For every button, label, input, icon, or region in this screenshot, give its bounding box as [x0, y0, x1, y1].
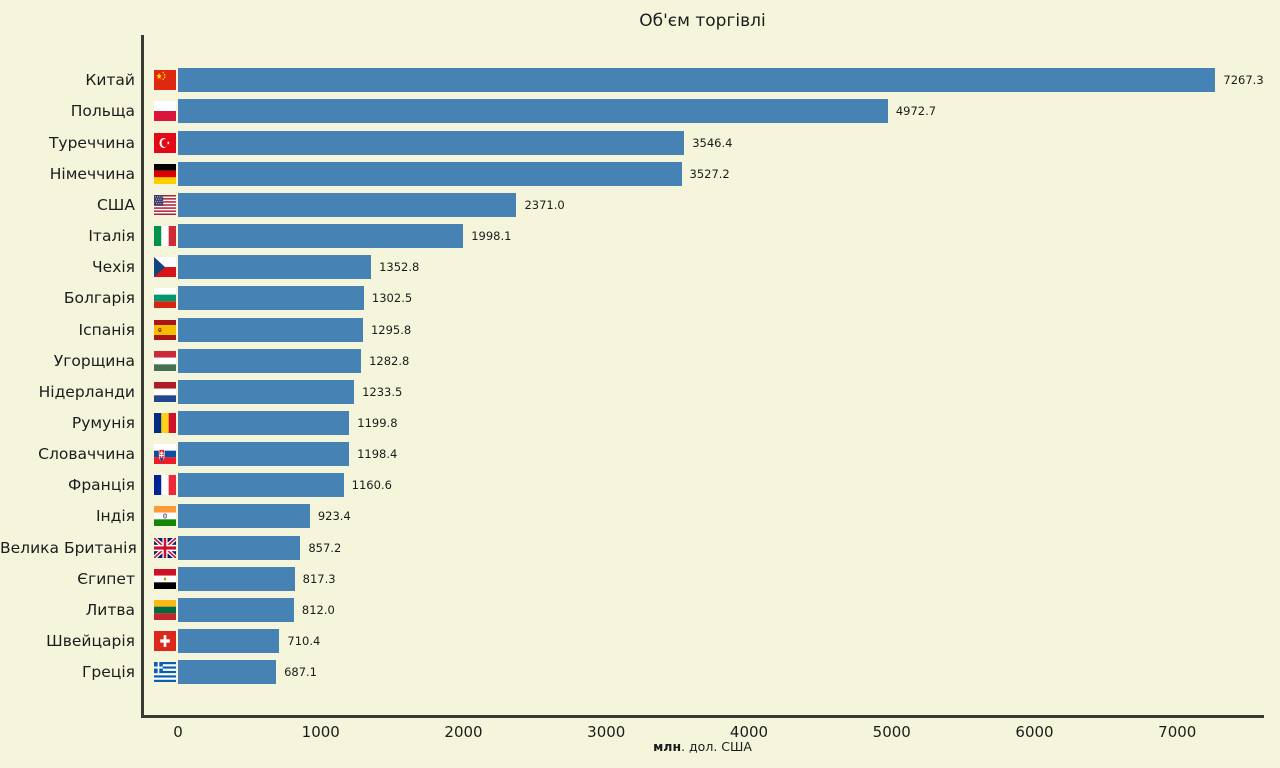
bar [178, 629, 280, 653]
category-label: Індія [95, 507, 135, 526]
flag-icon-sk [154, 444, 176, 465]
category-label: Італія [88, 227, 135, 246]
flag-icon-hu [154, 350, 176, 371]
category-label: Іспанія [78, 320, 136, 339]
category-label: Нідерланди [38, 382, 135, 401]
bar [178, 348, 362, 373]
category-label: Німеччина [49, 164, 135, 183]
flag-icon-es [154, 319, 176, 340]
category-label: Туреччина [48, 133, 135, 152]
flag-icon-lt [154, 599, 176, 620]
flag-icon-fr [154, 475, 176, 496]
x-axis-label-unit: млн [653, 739, 682, 754]
value-label: 1302.5 [371, 291, 413, 306]
value-label: 1160.6 [351, 478, 392, 493]
flag-icon-nl [154, 381, 176, 402]
bar [178, 224, 464, 249]
value-label: 817.3 [302, 571, 336, 586]
x-tick-label: 1000 [301, 723, 340, 741]
bar [178, 130, 685, 155]
category-label: Чехія [92, 258, 135, 277]
bar [178, 379, 355, 404]
bar [178, 99, 888, 124]
category-label: Китай [85, 71, 135, 90]
x-tick-label: 2000 [444, 723, 483, 741]
x-tick-label: 0 [173, 723, 183, 741]
value-label: 687.1 [284, 665, 318, 680]
bar [178, 255, 372, 280]
flag-icon-eg [154, 568, 176, 589]
x-axis-spine [141, 715, 1264, 718]
value-label: 2371.0 [524, 197, 565, 212]
category-label: Греція [81, 663, 135, 682]
bar [178, 660, 277, 685]
flag-icon-gb [154, 537, 176, 558]
value-label: 1998.1 [471, 229, 512, 244]
bar [178, 504, 310, 529]
flag-icon-de [154, 163, 176, 184]
value-label: 1198.4 [357, 447, 398, 462]
y-axis-spine [141, 35, 144, 718]
value-label: 812.0 [301, 602, 335, 617]
x-tick-label: 7000 [1158, 723, 1197, 741]
x-tick-label: 3000 [587, 723, 626, 741]
bar [178, 317, 363, 342]
flag-icon-ro [154, 412, 176, 433]
category-label: Литва [85, 600, 135, 619]
bar [178, 597, 294, 622]
bar [178, 192, 517, 217]
flag-icon-tr [154, 132, 176, 153]
category-label: Єгипет [77, 569, 135, 588]
category-label: Словаччина [38, 445, 135, 464]
value-label: 1233.5 [362, 384, 403, 399]
bar [178, 442, 350, 467]
flag-icon-pl [154, 101, 176, 122]
x-tick-label: 6000 [1015, 723, 1054, 741]
bar [178, 473, 344, 498]
category-label: Болгарія [63, 289, 135, 308]
bar [178, 286, 364, 311]
value-label: 3546.4 [692, 135, 733, 150]
value-label: 3527.2 [689, 166, 730, 181]
category-label: США [96, 195, 135, 214]
flag-icon-it [154, 226, 176, 247]
bar [178, 161, 682, 186]
category-label: Велика Британія [0, 538, 137, 557]
value-label: 710.4 [287, 634, 321, 648]
bar [178, 410, 350, 435]
bar [178, 535, 301, 560]
flag-icon-cz [154, 257, 176, 278]
flag-icon-in [154, 506, 176, 527]
x-tick-label: 5000 [872, 723, 911, 741]
flag-icon-gr [154, 662, 176, 683]
value-label: 7267.3 [1223, 73, 1264, 88]
chart-title: Об'єм торгівлі [639, 11, 766, 31]
category-label: Швейцарія [46, 632, 135, 650]
category-label: Румунія [71, 413, 135, 432]
flag-icon-cn [154, 70, 176, 91]
flag-icon-us [154, 194, 176, 215]
category-label: Угорщина [53, 351, 135, 370]
value-label: 1282.8 [369, 353, 410, 368]
x-tick-label: 4000 [729, 723, 769, 741]
value-label: 1295.8 [370, 322, 412, 337]
bar [178, 566, 295, 591]
flag-icon-ch [154, 631, 176, 651]
value-label: 1199.8 [357, 415, 398, 430]
value-label: 923.4 [317, 509, 351, 524]
x-axis-label-rest: . дол. США [681, 739, 752, 754]
value-label: 857.2 [308, 540, 342, 555]
value-label: 4972.7 [895, 104, 937, 119]
category-label: Польща [70, 102, 135, 121]
flag-icon-bg [154, 288, 176, 309]
x-axis-label: млн. дол. США [141, 739, 1264, 754]
category-label: Франція [68, 476, 135, 495]
value-label: 1352.8 [379, 260, 420, 275]
bar [178, 68, 1216, 93]
